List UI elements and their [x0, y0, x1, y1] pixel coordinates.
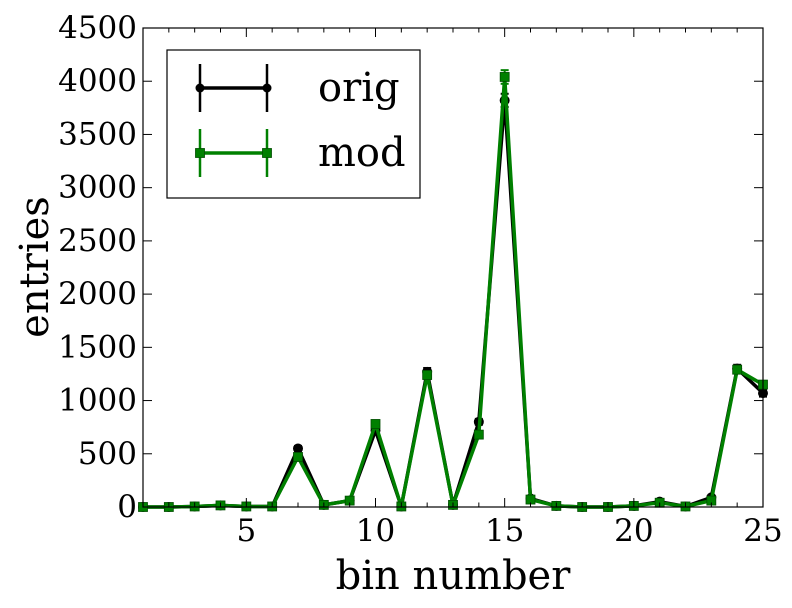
- y-axis-label: entries: [12, 196, 58, 338]
- y-tick-label: 4500: [58, 10, 137, 46]
- legend-marker: [195, 83, 205, 93]
- legend-item-mod: mod: [195, 129, 406, 177]
- y-tick-label: 2000: [58, 276, 137, 312]
- data-point: [293, 452, 303, 462]
- y-tick-label: 4000: [58, 63, 137, 99]
- legend-label: mod: [318, 130, 406, 176]
- legend-item-orig: orig: [195, 64, 400, 112]
- x-tick-label: 15: [485, 513, 524, 549]
- y-tick-label: 1000: [58, 383, 137, 419]
- data-point: [499, 72, 510, 82]
- y-tick-label: 1500: [58, 329, 137, 365]
- data-point: [473, 429, 484, 440]
- legend-items: orig mod: [195, 64, 406, 177]
- data-point: [293, 443, 303, 454]
- y-tick-label: 2500: [58, 223, 137, 259]
- tick-layer: 5 10 15 20 25 0 500 1000 1500 2000 2500 3000 3500 400…: [58, 10, 783, 549]
- x-axis-label: bin number: [336, 553, 572, 599]
- x-tick-label: 25: [743, 513, 782, 549]
- legend-marker: [262, 148, 272, 158]
- data-point: [732, 364, 743, 375]
- legend-marker: [262, 83, 272, 93]
- legend-label: orig: [318, 65, 400, 111]
- legend-frame: [166, 49, 421, 199]
- x-tick-label: 20: [614, 513, 653, 549]
- y-tick-label: 500: [78, 436, 137, 472]
- data-point: [422, 370, 433, 380]
- legend: orig mod: [166, 49, 421, 199]
- data-point: [370, 419, 381, 429]
- y-tick-label: 0: [117, 489, 137, 525]
- legend-marker: [195, 148, 205, 158]
- x-tick-label: 5: [236, 513, 256, 549]
- x-tick-label: 10: [356, 513, 395, 549]
- y-tick-label: 3000: [58, 170, 137, 206]
- y-tick-label: 3500: [58, 116, 137, 152]
